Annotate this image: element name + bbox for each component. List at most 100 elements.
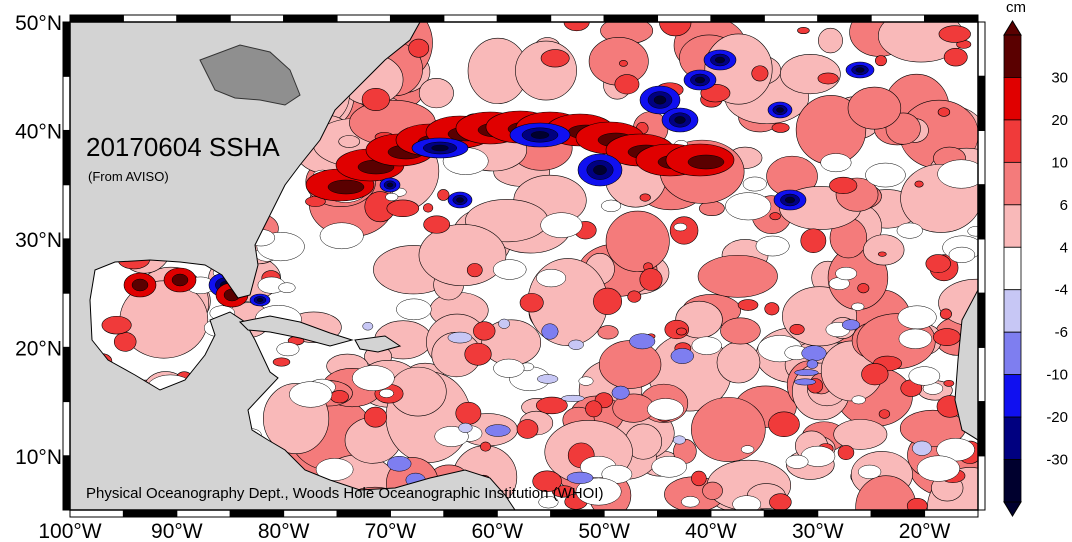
anomaly-patch — [776, 107, 784, 113]
anomaly-patch — [473, 321, 496, 341]
anomaly-patch — [835, 266, 857, 281]
map-outline — [69, 21, 979, 511]
anomaly-patch — [768, 411, 800, 438]
frame-segment — [710, 509, 765, 518]
frame-segment — [924, 14, 979, 23]
anomaly-patch — [585, 400, 603, 418]
anomaly-patch — [276, 342, 300, 357]
anomaly-patch — [422, 203, 434, 213]
anomaly-patch — [315, 458, 354, 481]
anomaly-patch — [833, 419, 888, 450]
anomaly-patch — [538, 496, 559, 509]
anomaly-patch — [789, 323, 805, 335]
frame-segment — [977, 455, 986, 511]
longitude-label: 60°W — [472, 520, 524, 542]
anomaly-patch — [578, 376, 594, 386]
anomaly-patch — [874, 55, 887, 67]
anomaly-patch — [948, 246, 976, 263]
colorbar-tick-label: -6 — [1055, 324, 1068, 341]
anomaly-patch — [256, 298, 264, 303]
colorbar-swatch — [1003, 374, 1022, 418]
colorbar-tick-label: -30 — [1046, 452, 1068, 469]
anomaly-patch — [629, 333, 656, 350]
frame-segment — [62, 401, 71, 457]
anomaly-patch — [464, 342, 492, 366]
frame-segment — [977, 21, 986, 77]
anomaly-patch — [434, 426, 469, 447]
colorbar-tick-label: 20 — [1051, 112, 1068, 129]
longitude-label: 70°W — [365, 520, 417, 542]
frame-segment — [817, 509, 872, 518]
anomaly-patch — [532, 470, 562, 492]
data-source-note: (From AVISO) — [88, 169, 169, 184]
anomaly-patch — [725, 192, 772, 221]
frame-segment — [603, 509, 659, 518]
anomaly-patch — [458, 422, 473, 433]
anomaly-patch — [597, 325, 619, 340]
frame-segment — [496, 14, 552, 23]
latitude-label: 20°N — [15, 337, 62, 360]
latitude-label: 10°N — [15, 446, 62, 469]
colorbar-top-arrow — [1003, 20, 1022, 36]
frame-segment — [229, 14, 285, 23]
anomaly-patch — [715, 56, 726, 64]
anomaly-patch — [771, 122, 790, 133]
anomaly-patch — [906, 497, 928, 510]
frame-segment — [710, 14, 765, 23]
anomaly-patch — [385, 193, 399, 202]
anomaly-patch — [386, 199, 420, 218]
frame-segment — [122, 14, 178, 23]
anomaly-patch — [877, 251, 887, 257]
anomaly-patch — [861, 363, 889, 386]
colorbar-tick-labels: 30 20 10 6 4 -4 -6 -10 -20 -30 — [1046, 69, 1068, 468]
longitude-label: 90°W — [151, 520, 203, 542]
anomaly-patch — [672, 435, 686, 445]
anomaly-patch — [541, 323, 559, 340]
anomaly-patch — [113, 331, 137, 352]
frame-segment — [69, 14, 124, 23]
longitude-label: 40°W — [685, 520, 737, 542]
anomaly-patch — [817, 72, 839, 85]
frame-segment — [62, 292, 71, 348]
anomaly-patch — [820, 153, 852, 173]
anomaly-patch — [540, 49, 570, 68]
frame-segment — [443, 509, 498, 518]
colorbar-unit-label: cm — [1006, 0, 1026, 16]
colorbar-swatch — [1003, 289, 1022, 333]
anomaly-patch — [639, 193, 651, 202]
map-panel — [70, 22, 978, 510]
anomaly-patch — [289, 381, 333, 408]
anomaly-patch — [937, 159, 978, 189]
anomaly-patch — [618, 60, 628, 67]
anomaly-patch — [361, 87, 390, 111]
anomaly-patch — [272, 357, 291, 367]
frame-segment — [62, 75, 71, 131]
anomaly-patch — [437, 189, 450, 201]
frame-segment — [603, 14, 659, 23]
frame-checker-border — [62, 14, 986, 518]
anomaly-patch — [330, 390, 349, 404]
anomaly-patch — [697, 254, 778, 298]
colorbar-swatch — [1003, 459, 1022, 503]
map-title: 20170604 SSHA — [86, 132, 280, 162]
frame-segment — [550, 509, 605, 518]
frame-segment — [229, 509, 285, 518]
anomaly-patch — [732, 495, 762, 510]
cuba-island — [238, 315, 354, 347]
anomaly-patch — [530, 131, 550, 139]
latitude-label: 40°N — [15, 120, 62, 143]
north-america-land — [70, 22, 516, 510]
anomaly-patch — [519, 293, 544, 313]
anomaly-patch — [673, 222, 688, 232]
anomaly-patch — [863, 234, 905, 266]
frame-segment — [443, 14, 498, 23]
anomaly-patch — [305, 196, 326, 207]
anomaly-patch — [498, 318, 511, 329]
colorbar-swatch — [1003, 204, 1022, 248]
anomaly-patch — [447, 331, 473, 344]
anomaly-patch — [702, 481, 723, 500]
anomaly-patch — [720, 317, 761, 345]
anomaly-patch — [837, 445, 855, 460]
map-frame — [62, 14, 986, 518]
colorbar: cm 30 20 10 6 4 -4 -6 -10 -20 -30 — [1003, 0, 1068, 517]
